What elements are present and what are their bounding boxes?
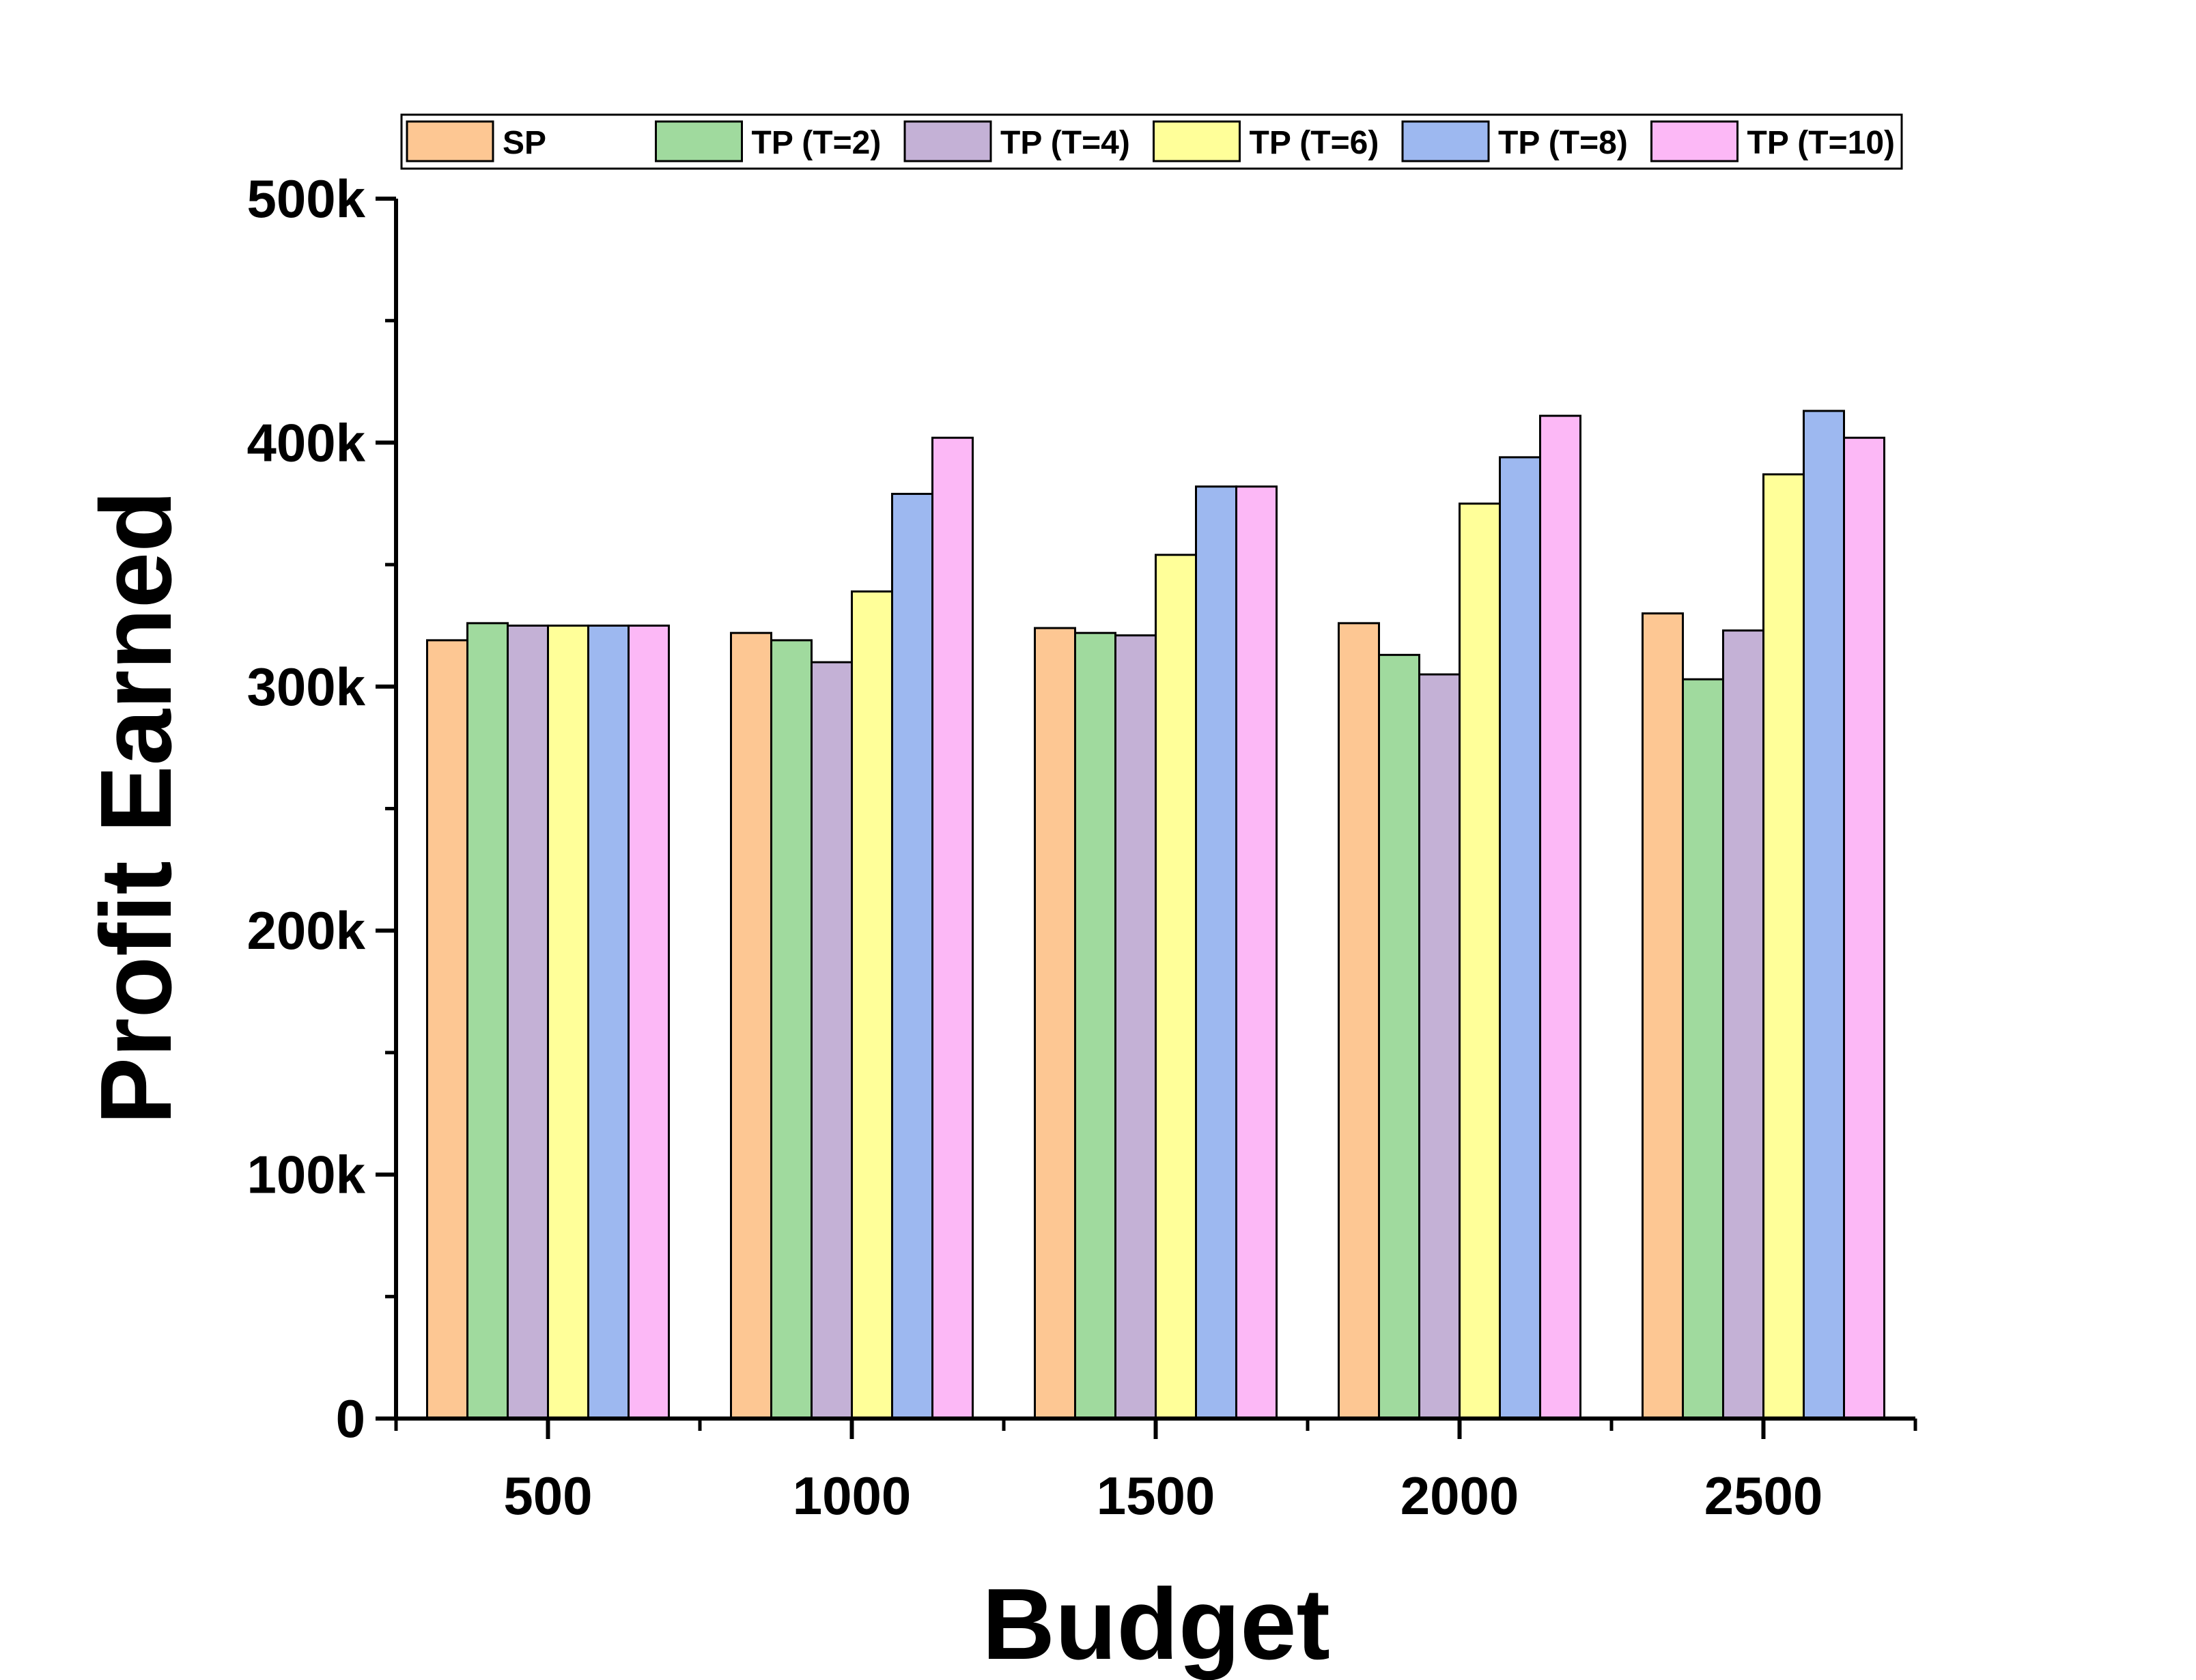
bar-sp-2000 — [1338, 622, 1380, 1420]
legend-label-tp-t-2: TP (T=2) — [752, 125, 882, 161]
legend-swatch-tp-t-2 — [655, 120, 743, 162]
bars — [426, 410, 1885, 1420]
legend-swatch-tp-t-4 — [903, 120, 992, 162]
legend-swatch-tp-t-8 — [1401, 120, 1490, 162]
bar-sp-500 — [426, 639, 468, 1420]
x-tick-label: 1000 — [793, 1466, 912, 1526]
axes: 0 100k 200k 300k 400k 500k 500 1000 1500 2000 2500 — [247, 169, 1917, 1526]
y-tick-label: 400k — [247, 412, 365, 472]
legend-label-tp-t-6: TP (T=6) — [1250, 125, 1379, 161]
x-tick-label: 2000 — [1400, 1466, 1519, 1526]
bar-tp-t-6-2000 — [1459, 502, 1501, 1420]
bar-tp-t-8-2000 — [1499, 456, 1541, 1420]
y-tick-label: 300k — [247, 657, 365, 717]
bar-tp-t-8-2500 — [1803, 410, 1845, 1420]
legend-swatch-tp-t-6 — [1153, 120, 1241, 162]
legend-label-tp-t-10: TP (T=10) — [1747, 125, 1896, 161]
bar-sp-1500 — [1034, 627, 1076, 1420]
bar-tp-t-6-2500 — [1762, 473, 1805, 1420]
bar-tp-t-2-500 — [466, 622, 509, 1420]
bar-tp-t-8-500 — [587, 624, 630, 1420]
legend-label-sp: SP — [503, 125, 546, 161]
bar-tp-t-6-500 — [547, 624, 589, 1420]
legend-swatch-tp-t-10 — [1650, 120, 1738, 162]
bar-tp-t-6-1000 — [851, 590, 893, 1420]
bar-sp-1000 — [730, 631, 772, 1420]
bar-tp-t-4-1000 — [811, 661, 853, 1420]
bar-tp-t-4-2500 — [1722, 629, 1764, 1420]
bar-tp-t-8-1500 — [1195, 485, 1237, 1420]
x-tick-label: 1500 — [1097, 1466, 1215, 1526]
legend-swatch-sp — [406, 120, 494, 162]
bar-tp-t-2-2500 — [1682, 678, 1724, 1420]
bar-tp-t-2-2000 — [1378, 653, 1420, 1420]
x-axis-title: Budget — [982, 1568, 1330, 1680]
y-tick-label: 500k — [247, 169, 365, 229]
y-tick-label: 0 — [336, 1389, 365, 1449]
y-axis-title: Profit Earned — [80, 490, 193, 1124]
bar-tp-t-10-500 — [628, 624, 670, 1420]
bar-tp-t-10-1500 — [1235, 485, 1278, 1420]
y-tick-label: 100k — [247, 1145, 365, 1205]
bar-sp-2500 — [1642, 612, 1684, 1420]
bar-tp-t-4-500 — [507, 624, 549, 1420]
bar-tp-t-4-1500 — [1114, 634, 1157, 1420]
x-tick-label: 500 — [503, 1466, 592, 1526]
bar-tp-t-6-1500 — [1155, 554, 1197, 1420]
bar-tp-t-4-2000 — [1418, 673, 1461, 1420]
bar-tp-t-2-1000 — [770, 639, 813, 1420]
legend-label-tp-t-4: TP (T=4) — [1000, 125, 1130, 161]
bar-tp-t-2-1500 — [1074, 631, 1116, 1420]
bar-tp-t-10-1000 — [931, 436, 974, 1420]
bar-tp-t-10-2000 — [1539, 414, 1581, 1420]
y-tick-label: 200k — [247, 900, 365, 960]
legend-label-tp-t-8: TP (T=8) — [1498, 125, 1628, 161]
legend: SP TP (T=2) TP (T=4) TP (T=6) TP (T=8) TP (T=… — [400, 113, 1903, 170]
bar-tp-t-8-1000 — [891, 492, 933, 1420]
x-tick-label: 2500 — [1704, 1466, 1823, 1526]
bar-tp-t-10-2500 — [1843, 436, 1885, 1420]
